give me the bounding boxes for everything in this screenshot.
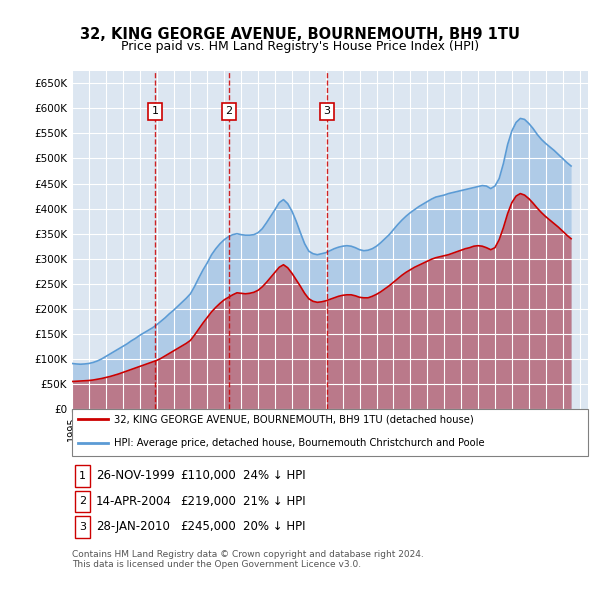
- Text: 3: 3: [79, 522, 86, 532]
- Text: 14-APR-2004: 14-APR-2004: [96, 495, 172, 508]
- Text: 20% ↓ HPI: 20% ↓ HPI: [243, 520, 305, 533]
- Text: 3: 3: [323, 106, 331, 116]
- Text: 26-NOV-1999: 26-NOV-1999: [96, 470, 175, 483]
- Text: Price paid vs. HM Land Registry's House Price Index (HPI): Price paid vs. HM Land Registry's House …: [121, 40, 479, 53]
- Text: £245,000: £245,000: [180, 520, 236, 533]
- Text: £110,000: £110,000: [180, 470, 236, 483]
- Text: 1: 1: [151, 106, 158, 116]
- Text: 21% ↓ HPI: 21% ↓ HPI: [243, 495, 305, 508]
- Text: 28-JAN-2010: 28-JAN-2010: [96, 520, 170, 533]
- Text: 2: 2: [226, 106, 233, 116]
- Text: HPI: Average price, detached house, Bournemouth Christchurch and Poole: HPI: Average price, detached house, Bour…: [114, 438, 485, 448]
- Text: 1: 1: [79, 471, 86, 481]
- Text: 32, KING GEORGE AVENUE, BOURNEMOUTH, BH9 1TU: 32, KING GEORGE AVENUE, BOURNEMOUTH, BH9…: [80, 27, 520, 41]
- Text: 24% ↓ HPI: 24% ↓ HPI: [243, 470, 305, 483]
- Text: Contains HM Land Registry data © Crown copyright and database right 2024.
This d: Contains HM Land Registry data © Crown c…: [72, 550, 424, 569]
- Text: 2: 2: [79, 496, 86, 506]
- Text: 32, KING GEORGE AVENUE, BOURNEMOUTH, BH9 1TU (detached house): 32, KING GEORGE AVENUE, BOURNEMOUTH, BH9…: [114, 414, 474, 424]
- Text: £219,000: £219,000: [180, 495, 236, 508]
